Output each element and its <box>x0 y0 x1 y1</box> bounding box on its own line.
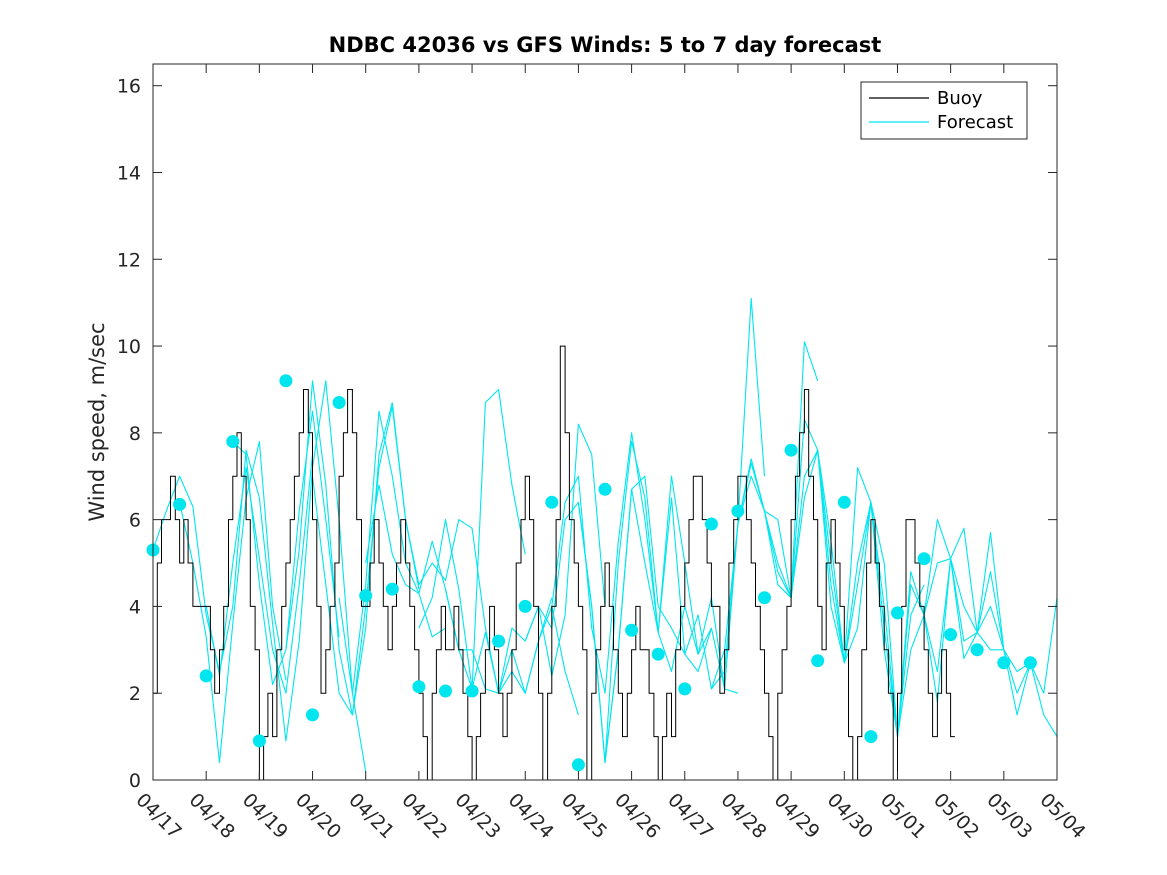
forecast-marker <box>332 396 346 409</box>
forecast-marker <box>917 552 931 566</box>
forecast-marker <box>439 684 452 698</box>
legend-buoy-label: Buoy <box>937 88 983 109</box>
forecast-marker <box>758 591 771 605</box>
forecast-marker <box>412 680 426 694</box>
forecast-marker <box>970 643 984 657</box>
forecast-marker <box>944 628 958 642</box>
forecast-marker <box>678 682 692 696</box>
forecast-marker <box>1023 656 1037 670</box>
forecast-marker <box>279 374 293 388</box>
forecast-marker <box>997 656 1011 670</box>
y-tick-label: 14 <box>117 162 141 184</box>
forecast-marker <box>385 582 399 596</box>
forecast-run-line <box>976 605 1057 737</box>
forecast-marker <box>545 495 559 509</box>
axes-box <box>152 63 1058 781</box>
forecast-marker <box>571 758 585 772</box>
forecast-run-line <box>338 410 446 694</box>
forecast-run-line <box>391 402 500 694</box>
forecast-marker <box>359 589 373 603</box>
forecast-marker <box>199 669 213 683</box>
y-tick-label: 6 <box>129 510 141 532</box>
forecast-markers <box>146 374 1037 772</box>
chart-title: NDBC 42036 vs GFS Winds: 5 to 7 day fore… <box>329 33 882 57</box>
y-axis-label: Wind speed, m/sec <box>85 322 109 521</box>
forecast-marker <box>811 654 825 668</box>
forecast-marker <box>651 647 665 661</box>
y-tick-label: 10 <box>117 336 141 358</box>
forecast-marker <box>226 435 240 448</box>
forecast-marker <box>731 504 745 518</box>
forecast-marker <box>891 606 904 620</box>
forecast-marker <box>625 623 639 637</box>
forecast-marker <box>465 684 479 698</box>
y-tick-label: 8 <box>129 423 141 445</box>
y-tick-label: 4 <box>129 596 141 618</box>
y-tick-label: 2 <box>129 683 141 705</box>
y-tick-label: 16 <box>117 76 141 98</box>
y-tick-label: 12 <box>117 249 141 271</box>
forecast-marker <box>864 730 878 744</box>
legend-box <box>860 81 1028 140</box>
forecast-marker <box>704 517 718 531</box>
buoy-line <box>153 345 955 780</box>
legend: Buoy Forecast <box>860 81 1028 140</box>
forecast-marker <box>598 482 612 496</box>
forecast-run-line <box>471 605 579 716</box>
forecast-run-line <box>657 297 766 690</box>
forecast-marker <box>173 497 187 511</box>
forecast-marker <box>518 599 532 613</box>
forecast-marker <box>837 495 851 509</box>
forecast-marker <box>306 708 319 722</box>
forecast-marker <box>492 634 506 648</box>
forecast-marker <box>252 734 266 748</box>
legend-forecast-label: Forecast <box>937 112 1013 133</box>
forecast-run-line <box>179 440 287 764</box>
forecast-marker <box>784 443 798 457</box>
plot-area <box>146 297 1057 780</box>
buoy-series <box>153 345 955 780</box>
y-tick-label: 0 <box>129 770 141 792</box>
y-axis: 0 2 4 6 8 10 12 14 16 <box>117 76 1057 792</box>
